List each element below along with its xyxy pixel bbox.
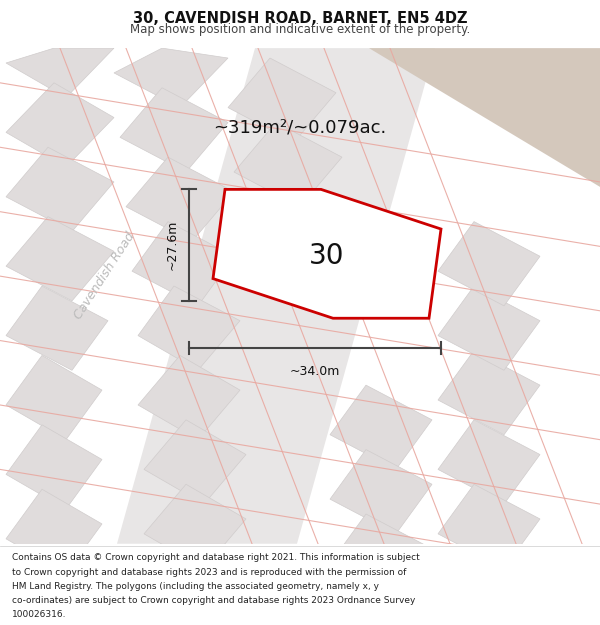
Polygon shape: [234, 122, 342, 207]
Text: to Crown copyright and database rights 2023 and is reproduced with the permissio: to Crown copyright and database rights 2…: [12, 568, 406, 577]
Polygon shape: [132, 222, 234, 306]
Polygon shape: [438, 222, 540, 306]
Text: Cavendish Road: Cavendish Road: [72, 230, 138, 322]
Polygon shape: [6, 356, 102, 439]
Text: ~27.6m: ~27.6m: [165, 220, 178, 271]
Polygon shape: [330, 449, 432, 534]
Polygon shape: [6, 148, 114, 231]
Polygon shape: [6, 489, 102, 574]
Polygon shape: [6, 83, 114, 167]
Polygon shape: [6, 48, 114, 98]
Polygon shape: [120, 88, 228, 172]
Polygon shape: [330, 385, 432, 469]
Polygon shape: [144, 420, 246, 504]
Polygon shape: [6, 425, 102, 509]
Text: ~319m²/~0.079ac.: ~319m²/~0.079ac.: [214, 118, 386, 136]
Text: 30, CAVENDISH ROAD, BARNET, EN5 4DZ: 30, CAVENDISH ROAD, BARNET, EN5 4DZ: [133, 11, 467, 26]
Polygon shape: [6, 217, 114, 301]
Polygon shape: [438, 420, 540, 504]
Polygon shape: [438, 351, 540, 435]
Polygon shape: [138, 356, 240, 439]
Polygon shape: [114, 48, 228, 108]
Text: Map shows position and indicative extent of the property.: Map shows position and indicative extent…: [130, 23, 470, 36]
Polygon shape: [126, 157, 234, 241]
Text: 100026316.: 100026316.: [12, 611, 67, 619]
Polygon shape: [138, 286, 240, 370]
Text: co-ordinates) are subject to Crown copyright and database rights 2023 Ordnance S: co-ordinates) are subject to Crown copyr…: [12, 596, 415, 605]
Polygon shape: [213, 189, 441, 318]
Text: ~34.0m: ~34.0m: [290, 366, 340, 378]
Polygon shape: [6, 286, 108, 370]
Polygon shape: [330, 514, 432, 598]
Polygon shape: [117, 48, 435, 544]
Polygon shape: [438, 484, 540, 569]
Text: HM Land Registry. The polygons (including the associated geometry, namely x, y: HM Land Registry. The polygons (includin…: [12, 582, 379, 591]
Text: Contains OS data © Crown copyright and database right 2021. This information is : Contains OS data © Crown copyright and d…: [12, 554, 420, 562]
Polygon shape: [144, 484, 246, 569]
Polygon shape: [369, 48, 600, 187]
Text: 30: 30: [309, 242, 345, 270]
Polygon shape: [228, 58, 336, 142]
Polygon shape: [438, 549, 540, 625]
Polygon shape: [438, 286, 540, 370]
